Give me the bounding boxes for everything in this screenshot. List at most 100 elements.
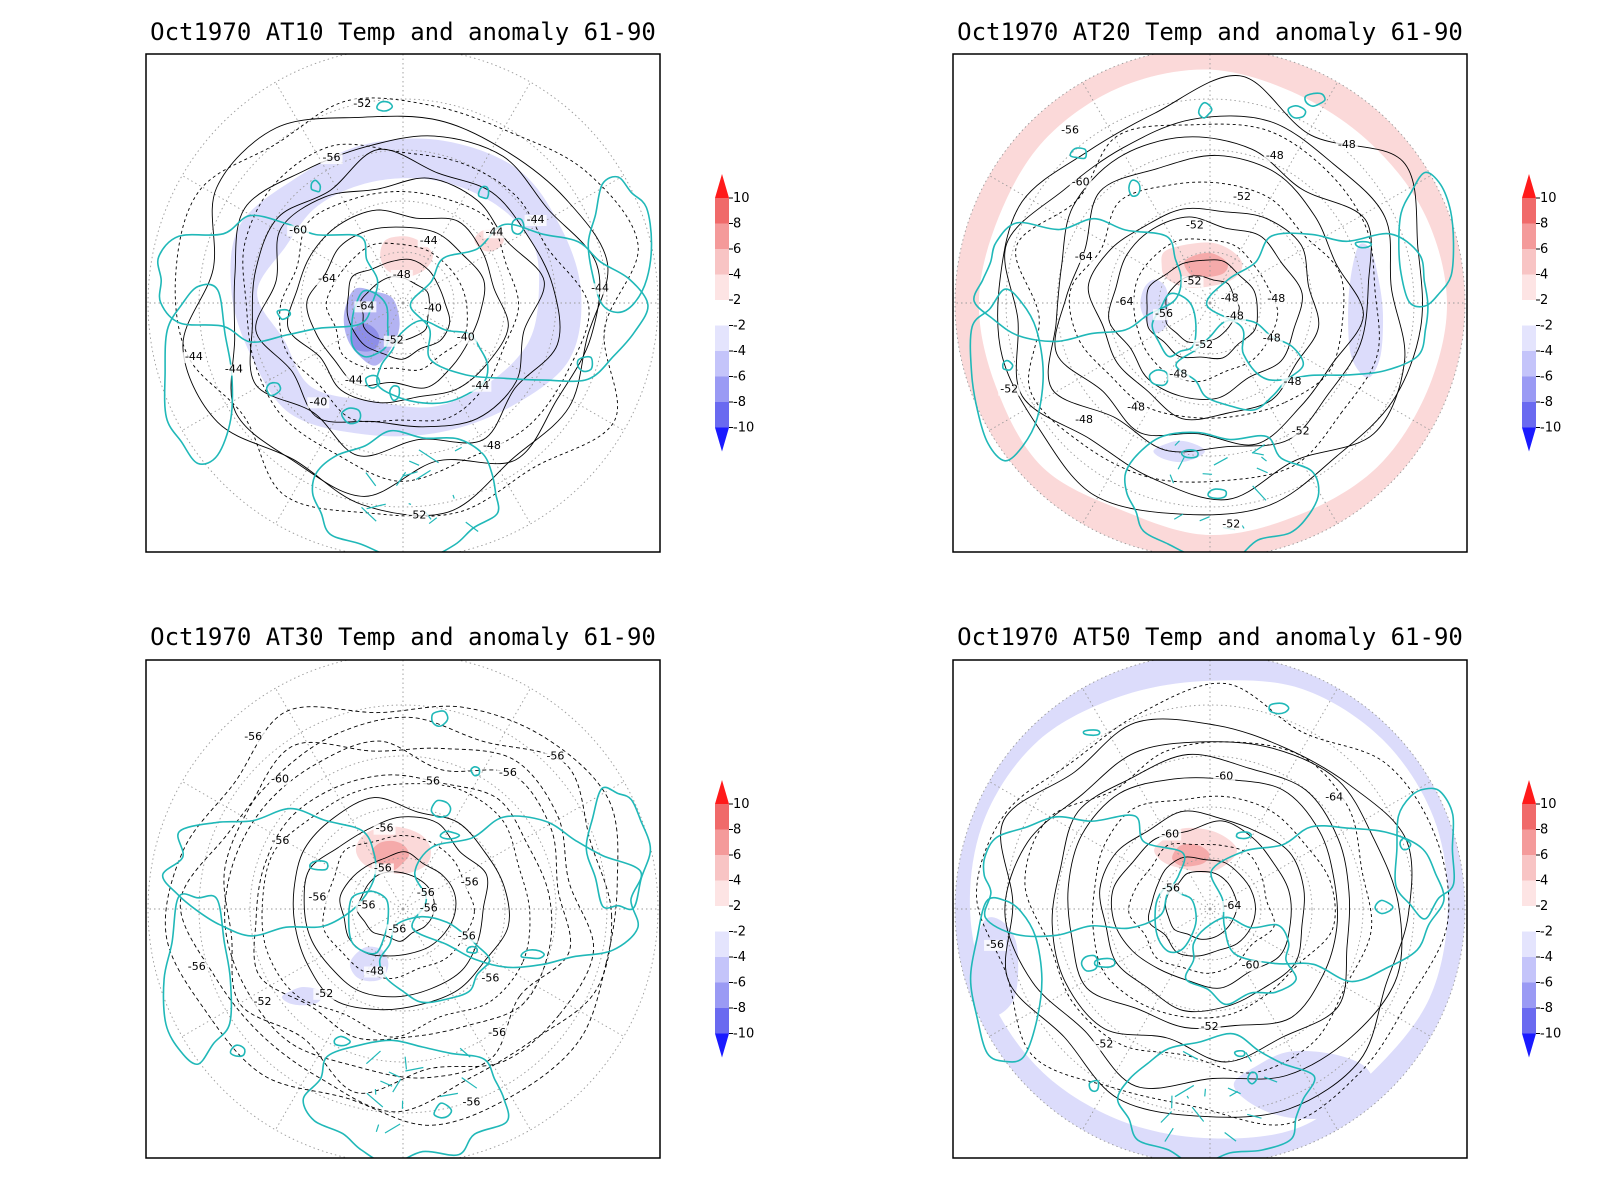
contour-label: -56	[308, 890, 326, 903]
lat-lon-grid	[147, 660, 659, 1158]
colorbar-tick-label: 10	[733, 191, 750, 206]
colorbar-arrow-top	[1522, 174, 1536, 198]
contour-label: -52	[408, 509, 426, 522]
colorbar-tick-label: -10	[1540, 1027, 1561, 1042]
colorbar-segment	[1522, 249, 1536, 275]
contour-label: -64	[356, 299, 374, 312]
map-frame	[145, 53, 661, 553]
colorbar-tick-label: -2	[733, 319, 746, 334]
contour-label: -56	[358, 899, 376, 912]
colorbar-tick-label: 4	[733, 268, 741, 283]
colorbar-segment	[1522, 1008, 1536, 1034]
colorbar-segment	[1522, 274, 1536, 300]
contour-label: -48	[1267, 292, 1285, 305]
colorbar: 10 8 6 4 2 -2 -4 -6 -8 -10	[1522, 780, 1561, 1058]
contour-label: -64	[318, 272, 336, 285]
contour-label: -44	[485, 225, 503, 238]
colorbar-segment	[715, 249, 729, 275]
colorbar: 10 8 6 4 2 -2 -4 -6 -8 -10	[1522, 174, 1561, 452]
map-frame	[952, 53, 1468, 553]
panel-title: Oct1970 AT30 Temp and anomaly 61-90	[150, 623, 656, 651]
colorbar-tick-label: 2	[733, 293, 741, 308]
contour-label: -44	[225, 363, 243, 376]
colorbar-tick-label: -10	[733, 1027, 754, 1042]
colorbar-segment	[715, 804, 729, 830]
colorbar-arrow-bottom	[715, 1033, 729, 1058]
colorbar: 10 8 6 4 2 -2 -4 -6 -8 -10	[715, 174, 754, 452]
panel-title: Oct1970 AT20 Temp and anomaly 61-90	[957, 18, 1463, 46]
colorbar-tick-label: -6	[1540, 976, 1553, 991]
colorbar-segment	[715, 1008, 729, 1034]
colorbar-tick-label: -8	[1540, 1001, 1553, 1016]
contour-label: -52	[254, 995, 272, 1008]
contour-label: -56	[388, 922, 406, 935]
colorbar-segment	[715, 223, 729, 249]
contour-label: -56	[422, 774, 440, 787]
colorbar-arrow-top	[1522, 780, 1536, 804]
temperature-contours	[164, 705, 619, 1126]
colorbar-tick-label: 8	[733, 823, 741, 838]
colorbar-tick-label: -8	[1540, 395, 1553, 410]
contour-labels: -56-56-56-56-56-56-48-52-52-56-56-56-56-…	[185, 730, 567, 1109]
contour-label: -56	[374, 861, 392, 874]
colorbar-segment	[1522, 855, 1536, 881]
colorbar-tick-label: -8	[733, 395, 746, 410]
temperature-contours	[174, 97, 639, 517]
contour-label: -48	[366, 965, 384, 978]
contour-label: -52	[1201, 1020, 1219, 1033]
colorbar-tick-label: 4	[1540, 268, 1548, 283]
colorbar-segment	[1522, 829, 1536, 855]
map-panel-at30: Oct1970 AT30 Temp and anomaly 61-90 -56-…	[145, 623, 754, 1159]
contour-label: -48	[1338, 138, 1356, 151]
contour-label: -48	[1169, 367, 1187, 380]
contour-label: -48	[393, 268, 411, 281]
contour-label: -52	[386, 334, 404, 347]
colorbar-segment	[715, 931, 729, 957]
colorbar-segment	[1522, 906, 1536, 932]
colorbar-tick-label: -2	[733, 925, 746, 940]
colorbar-segment	[1522, 223, 1536, 249]
colorbar-segment	[715, 906, 729, 932]
colorbar-segment	[1522, 325, 1536, 351]
contour-label: -52	[1195, 338, 1213, 351]
colorbar-segment	[715, 402, 729, 428]
colorbar-arrow-bottom	[715, 427, 729, 452]
colorbar-arrow-bottom	[1522, 427, 1536, 452]
temperature-contours	[976, 682, 1450, 1126]
colorbar-segment	[1522, 982, 1536, 1008]
contour-label: -56	[462, 1095, 480, 1108]
contour-label: -52	[1000, 383, 1018, 396]
contour-label: -48	[1284, 375, 1302, 388]
map-panel-at50: Oct1970 AT50 Temp and anomaly 61-90 -64-…	[952, 623, 1561, 1159]
contour-label: -52	[1292, 425, 1310, 438]
colorbar-segment	[715, 325, 729, 351]
contour-label: -48	[483, 439, 501, 452]
contour-label: -48	[1221, 292, 1239, 305]
contour-label: -56	[488, 1026, 506, 1039]
colorbar-tick-label: -6	[733, 370, 746, 385]
contour-label: -40	[424, 302, 442, 315]
contour-label: -56	[499, 766, 517, 779]
contour-label: -56	[461, 875, 479, 888]
colorbar-tick-label: -8	[733, 1001, 746, 1016]
contour-label: -56	[1061, 124, 1079, 137]
contour-label: -56	[481, 971, 499, 984]
colorbar-arrow-top	[715, 780, 729, 804]
contour-label: -56	[546, 750, 564, 763]
colorbar-segment	[1522, 300, 1536, 326]
colorbar-tick-label: -2	[1540, 319, 1553, 334]
colorbar-tick-label: 8	[733, 217, 741, 232]
colorbar-tick-label: -2	[1540, 925, 1553, 940]
colorbar-segment	[715, 376, 729, 402]
contour-label: -56	[417, 886, 435, 899]
colorbar-segment	[715, 957, 729, 983]
colorbar-tick-label: -6	[733, 976, 746, 991]
contour-label: -52	[315, 987, 333, 1000]
colorbar-segment	[715, 274, 729, 300]
colorbar-tick-label: 8	[1540, 217, 1548, 232]
colorbar-tick-label: 6	[1540, 848, 1548, 863]
panel-title: Oct1970 AT10 Temp and anomaly 61-90	[150, 18, 656, 46]
contour-label: -40	[457, 331, 475, 344]
contour-label: -48	[1263, 332, 1281, 345]
contour-label: -44	[185, 350, 203, 363]
